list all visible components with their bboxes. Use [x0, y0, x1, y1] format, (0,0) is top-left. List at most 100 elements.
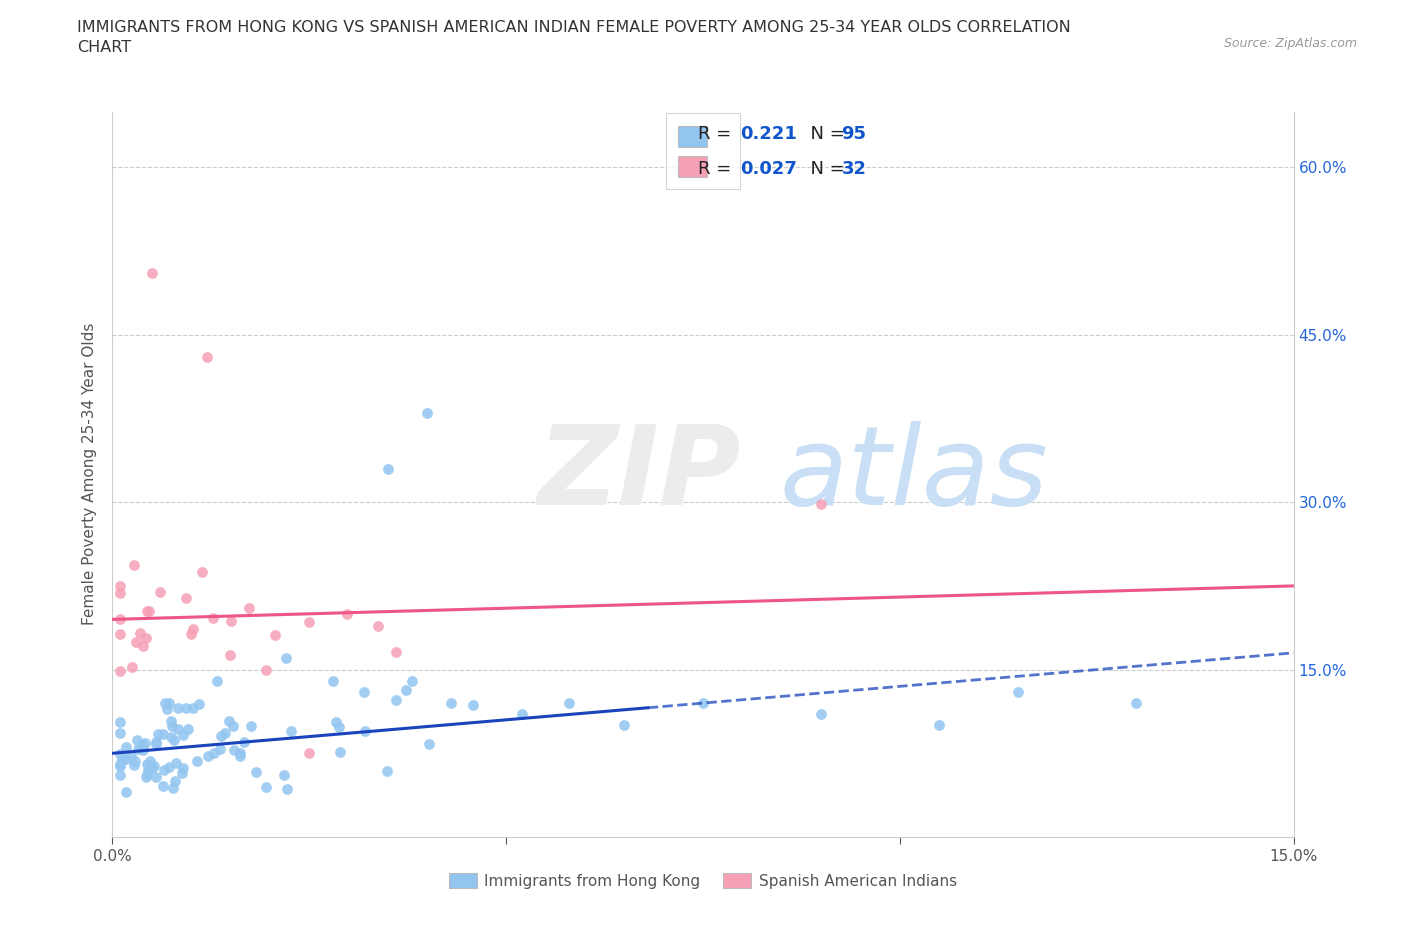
Point: [145, 735, 167, 750]
Text: N =: N =: [800, 125, 851, 143]
Text: R =: R =: [699, 125, 737, 143]
Point: [174, 701, 197, 716]
Text: 32: 32: [842, 160, 866, 178]
Point: [208, 741, 231, 756]
Point: [354, 724, 377, 738]
Point: [401, 673, 423, 688]
Point: [110, 767, 132, 782]
Point: [138, 604, 160, 618]
Point: [146, 726, 169, 741]
Point: [122, 758, 145, 773]
Point: [384, 645, 406, 660]
Point: [197, 749, 219, 764]
Point: [115, 784, 138, 799]
Text: Source: ZipAtlas.com: Source: ZipAtlas.com: [1223, 37, 1357, 50]
Point: [142, 758, 165, 773]
Point: [110, 578, 132, 593]
Point: [322, 673, 344, 688]
Text: 95: 95: [842, 125, 866, 143]
Point: [125, 635, 148, 650]
Point: [176, 591, 198, 605]
Point: [136, 763, 159, 777]
Point: [110, 627, 132, 642]
Point: [152, 778, 174, 793]
Point: [110, 611, 132, 626]
Point: [221, 719, 243, 734]
Point: [273, 767, 295, 782]
Point: [298, 746, 321, 761]
Point: [186, 754, 208, 769]
Point: [1125, 696, 1147, 711]
Point: [152, 726, 174, 741]
Point: [613, 718, 636, 733]
Point: [136, 757, 159, 772]
Point: [188, 697, 211, 711]
Point: [163, 732, 186, 747]
Text: ZIP: ZIP: [537, 420, 741, 528]
Point: [141, 760, 163, 775]
Point: [254, 779, 277, 794]
Point: [181, 700, 204, 715]
Point: [209, 728, 232, 743]
Point: [180, 627, 202, 642]
Text: CHART: CHART: [77, 40, 131, 55]
Point: [440, 696, 463, 711]
Point: [165, 774, 187, 789]
Point: [375, 764, 398, 778]
Point: [325, 714, 347, 729]
Point: [132, 639, 155, 654]
Point: [222, 742, 245, 757]
Point: [239, 718, 262, 733]
Point: [195, 350, 218, 365]
Point: [121, 659, 143, 674]
Point: [165, 755, 187, 770]
Point: [205, 673, 228, 688]
Point: [810, 497, 832, 512]
Point: [110, 759, 132, 774]
Point: [110, 663, 132, 678]
Point: [245, 764, 267, 779]
Point: [153, 763, 176, 777]
Point: [132, 743, 155, 758]
Point: [131, 738, 153, 753]
Point: [138, 754, 160, 769]
Point: [129, 625, 152, 640]
Point: [276, 781, 298, 796]
Point: [156, 702, 179, 717]
Point: [134, 736, 156, 751]
Point: [110, 586, 132, 601]
Point: [124, 753, 146, 768]
Point: [229, 748, 252, 763]
Point: [191, 565, 214, 579]
Point: [229, 745, 252, 760]
Point: [181, 621, 204, 636]
Point: [176, 722, 198, 737]
Point: [202, 611, 225, 626]
Point: [135, 631, 157, 645]
Point: [353, 684, 375, 699]
Point: [162, 780, 184, 795]
Text: 0.221: 0.221: [741, 125, 797, 143]
Point: [461, 698, 484, 712]
Point: [214, 725, 236, 740]
Point: [145, 769, 167, 784]
Point: [329, 745, 352, 760]
Text: IMMIGRANTS FROM HONG KONG VS SPANISH AMERICAN INDIAN FEMALE POVERTY AMONG 25-34 : IMMIGRANTS FROM HONG KONG VS SPANISH AME…: [77, 20, 1071, 35]
Point: [120, 748, 142, 763]
Point: [136, 604, 159, 618]
Point: [336, 606, 359, 621]
Point: [384, 693, 406, 708]
Point: [418, 737, 440, 751]
Point: [202, 745, 225, 760]
Legend: Immigrants from Hong Kong, Spanish American Indians: Immigrants from Hong Kong, Spanish Ameri…: [443, 867, 963, 895]
Point: [377, 461, 399, 476]
Point: [172, 765, 194, 780]
Point: [153, 696, 176, 711]
Point: [280, 724, 302, 738]
Point: [159, 696, 181, 711]
Point: [416, 405, 439, 420]
Point: [110, 714, 132, 729]
Point: [254, 662, 277, 677]
Point: [367, 618, 389, 633]
Point: [238, 601, 260, 616]
